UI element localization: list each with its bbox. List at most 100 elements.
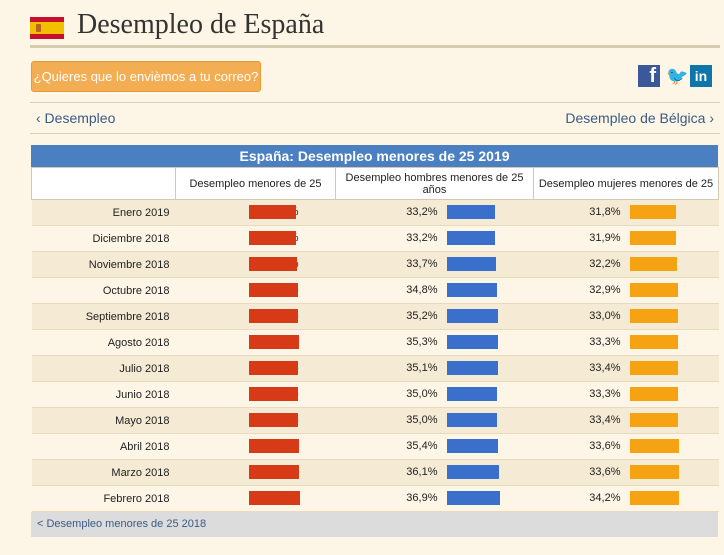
women-value: 32,2%	[589, 258, 621, 270]
men-value: 33,2%	[406, 206, 438, 218]
men-value: 35,4%	[406, 440, 438, 452]
men-bar	[446, 309, 498, 323]
page-title: Desempleo de España	[77, 9, 325, 40]
men-value: 36,1%	[406, 466, 438, 478]
table-header-row: Desempleo menores de 25 Desempleo hombre…	[31, 167, 719, 200]
men-cell: 36,1%	[335, 459, 534, 486]
women-bar	[629, 361, 678, 375]
women-bar	[629, 413, 678, 427]
men-cell: 33,7%	[335, 251, 534, 278]
email-subscribe-button[interactable]: ¿Quieres que lo envièmos a tu correo?	[31, 61, 261, 92]
spain-flag-icon	[30, 17, 64, 39]
women-bar	[629, 491, 679, 505]
women-value: 34,2%	[589, 492, 621, 504]
unemployment-table: España: Desempleo menores de 25 2019 Des…	[31, 145, 719, 537]
row-month: Octubre 2018	[31, 277, 176, 304]
men-bar	[446, 413, 497, 427]
men-cell: 35,2%	[335, 303, 534, 330]
twitter-icon[interactable]: 🐦	[666, 66, 689, 86]
total-bar	[248, 387, 298, 401]
row-month: Abril 2018	[31, 433, 176, 460]
women-cell: 34,2%	[533, 485, 719, 512]
total-header: Desempleo menores de 25	[175, 167, 336, 200]
men-value: 34,8%	[406, 284, 438, 296]
row-month: Septiembre 2018	[31, 303, 176, 330]
women-bar	[629, 231, 676, 245]
total-cell: 33,9%	[175, 277, 336, 304]
men-bar	[446, 231, 495, 245]
total-bar	[248, 205, 296, 219]
total-cell: 34,4%	[175, 329, 336, 356]
total-bar	[248, 257, 297, 271]
women-value: 31,9%	[589, 232, 621, 244]
men-bar	[446, 205, 495, 219]
table-caption: España: Desempleo menores de 25 2019	[31, 145, 718, 167]
women-header: Desempleo mujeres menores de 25	[533, 167, 719, 200]
women-value: 33,6%	[589, 440, 621, 452]
men-bar	[446, 439, 498, 453]
total-cell: 34,3%	[175, 407, 336, 434]
men-value: 35,1%	[406, 362, 438, 374]
men-value: 35,3%	[406, 336, 438, 348]
total-bar	[248, 465, 299, 479]
facebook-icon[interactable]: f	[638, 65, 660, 87]
men-cell: 35,0%	[335, 381, 534, 408]
linkedin-icon[interactable]: in	[690, 65, 712, 87]
women-value: 33,3%	[589, 336, 621, 348]
header-divider	[30, 45, 720, 48]
women-cell: 32,9%	[533, 277, 719, 304]
women-value: 33,0%	[589, 310, 621, 322]
table-row: Enero 201932,6% 33,2% 31,8%	[31, 199, 719, 226]
men-bar	[446, 387, 497, 401]
nav-divider-top	[30, 102, 720, 103]
women-bar	[629, 335, 678, 349]
men-value: 36,9%	[406, 492, 438, 504]
total-cell: 32,6%	[175, 199, 336, 226]
men-header: Desempleo hombres menores de 25 años	[335, 167, 534, 200]
women-cell: 32,2%	[533, 251, 719, 278]
men-bar	[446, 465, 499, 479]
month-header	[31, 167, 176, 200]
women-bar	[629, 283, 678, 297]
total-bar	[248, 361, 298, 375]
next-link[interactable]: Desempleo de Bélgica ›	[565, 110, 714, 126]
men-cell: 35,1%	[335, 355, 534, 382]
men-cell: 35,3%	[335, 329, 534, 356]
men-cell: 33,2%	[335, 199, 534, 226]
row-month: Agosto 2018	[31, 329, 176, 356]
total-cell: 33,0%	[175, 251, 336, 278]
women-value: 31,8%	[589, 206, 621, 218]
row-month: Junio 2018	[31, 381, 176, 408]
women-bar	[629, 205, 676, 219]
women-cell: 31,9%	[533, 225, 719, 252]
total-cell: 34,3%	[175, 355, 336, 382]
women-value: 32,9%	[589, 284, 621, 296]
total-cell: 34,2%	[175, 303, 336, 330]
men-value: 33,2%	[406, 232, 438, 244]
men-cell: 35,0%	[335, 407, 534, 434]
footer-prev-year-link[interactable]: < Desempleo menores de 25 2018	[37, 518, 207, 530]
women-cell: 31,8%	[533, 199, 719, 226]
row-month: Diciembre 2018	[31, 225, 176, 252]
men-value: 35,2%	[406, 310, 438, 322]
men-cell: 35,4%	[335, 433, 534, 460]
row-month: Enero 2019	[31, 199, 176, 226]
total-bar	[248, 491, 300, 505]
men-bar	[446, 283, 497, 297]
women-cell: 33,6%	[533, 433, 719, 460]
total-bar	[248, 309, 298, 323]
prev-link[interactable]: ‹ Desempleo	[36, 110, 116, 126]
women-bar	[629, 387, 678, 401]
total-cell: 34,6%	[175, 433, 336, 460]
total-bar	[248, 413, 298, 427]
men-bar	[446, 361, 498, 375]
